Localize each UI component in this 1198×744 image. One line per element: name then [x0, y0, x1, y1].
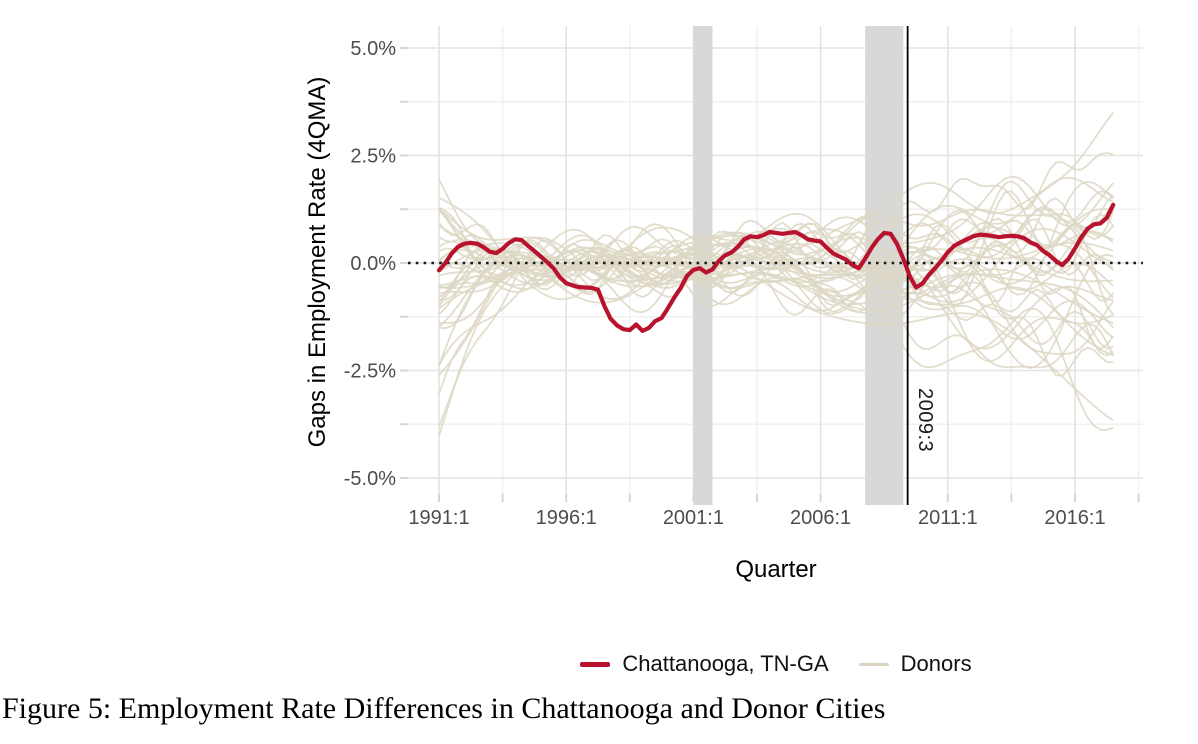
y-tick-label: 2.5%: [350, 146, 396, 168]
chattanooga-line: [436, 202, 1116, 333]
donor-line: [438, 225, 1114, 422]
figure-caption: Figure 5: Employment Rate Differences in…: [2, 692, 886, 725]
x-tick-label: 2016:1: [1044, 507, 1105, 529]
legend-label-donors: Donors: [900, 651, 972, 676]
y-tick-label: 5.0%: [350, 38, 396, 60]
x-tick-label: 2011:1: [918, 507, 978, 529]
legend-label-chattanooga: Chattanooga, TN-GA: [622, 651, 829, 676]
x-tick-label: 1996:1: [536, 507, 597, 529]
treatment-line-label: 2009:3: [914, 388, 936, 453]
y-tick-label: -2.5%: [344, 361, 396, 383]
x-tick-label: 1991:1: [408, 507, 469, 529]
donor-line: [438, 176, 1114, 301]
y-axis-title: Gaps in Employment Rate (4QMA): [304, 76, 331, 448]
x-axis-title: Quarter: [735, 556, 817, 583]
legend-key-line-red-icon: [580, 661, 611, 667]
legend: Chattanooga, TN-GA Donors: [408, 648, 1144, 680]
x-tick-label: 2006:1: [790, 507, 851, 529]
donor-line: [438, 197, 1114, 301]
legend-item-donors: Donors: [858, 651, 972, 677]
donor-line: [438, 180, 1114, 437]
legend-key-line-beige-icon: [858, 662, 889, 666]
y-tick-label: 0.0%: [350, 253, 396, 275]
donor-line: [438, 179, 1114, 283]
legend-item-chattanooga: Chattanooga, TN-GA: [580, 651, 829, 677]
y-tick-label: -5.0%: [344, 468, 396, 490]
x-tick-label: 2001:1: [663, 507, 724, 529]
